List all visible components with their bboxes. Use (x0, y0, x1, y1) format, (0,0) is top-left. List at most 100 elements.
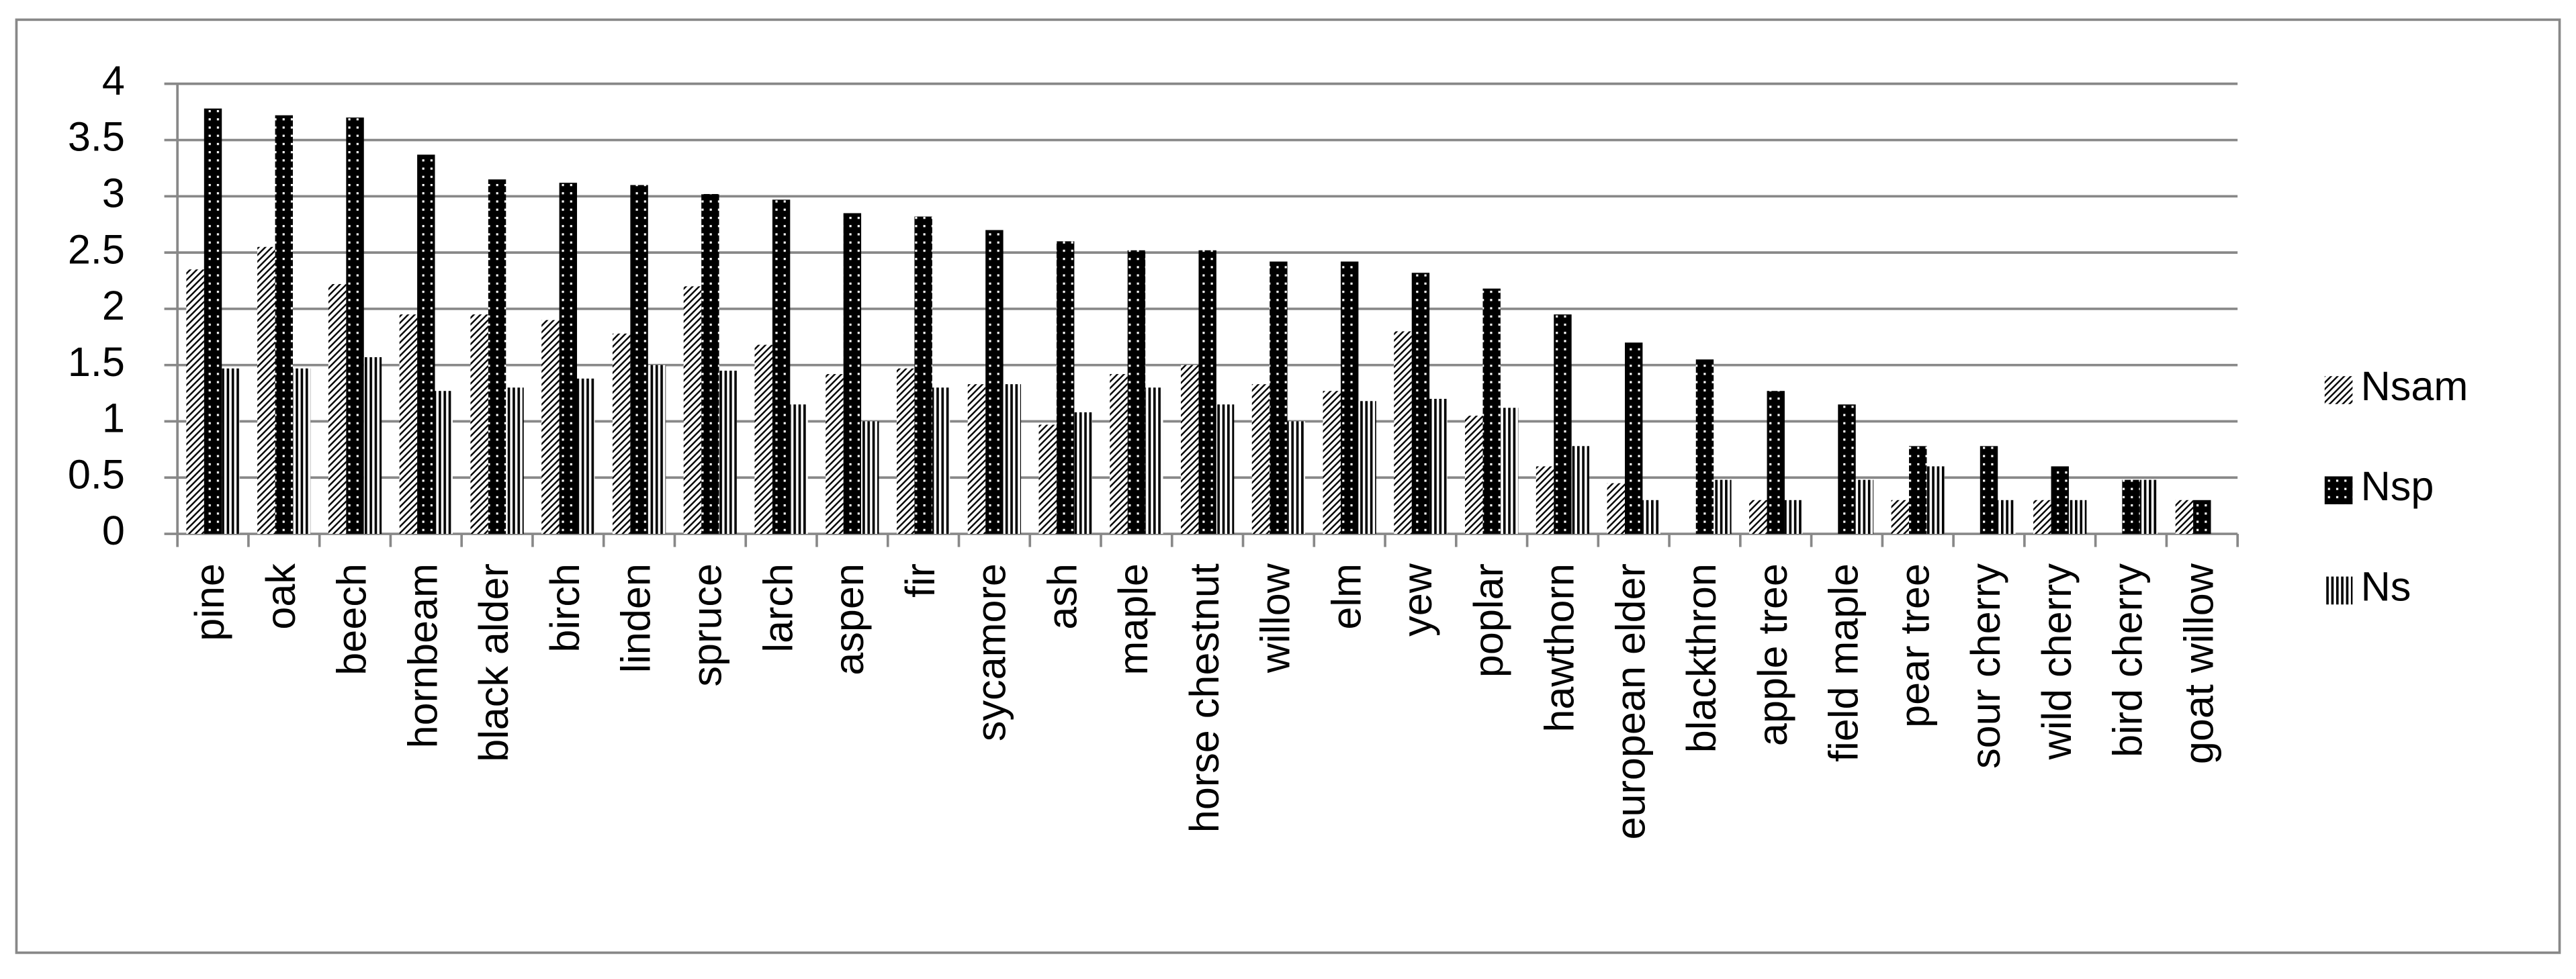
x-tick-label: maple (1110, 563, 1156, 675)
legend-label: Nsam (2361, 363, 2469, 409)
bar (275, 115, 293, 534)
x-tick-label: horse chestnut (1182, 563, 1227, 833)
bar (1714, 479, 1732, 534)
bar (1465, 416, 1483, 534)
x-tick-label: black alder (471, 563, 517, 762)
bar (222, 368, 240, 534)
bar (1181, 365, 1199, 534)
bar (1625, 342, 1643, 534)
bar (1855, 479, 1874, 534)
bar (630, 185, 648, 534)
bar (2175, 500, 2194, 534)
bar (470, 314, 488, 534)
x-tick-label: poplar (1466, 563, 1511, 678)
bar (541, 320, 560, 534)
legend-swatch (2324, 376, 2353, 404)
bar (1642, 500, 1660, 534)
bar (577, 378, 595, 534)
bar (1411, 273, 1430, 534)
x-tick-label: spruce (684, 563, 730, 687)
y-tick-label: 0 (102, 508, 125, 553)
bar (967, 384, 986, 534)
x-tick-label: larch (755, 563, 801, 653)
bar (1571, 446, 1590, 534)
bar (1482, 288, 1501, 534)
bar (985, 230, 1004, 534)
x-tick-label: willow (1253, 563, 1298, 673)
bar (1607, 483, 1626, 534)
x-tick-label: aspen (826, 563, 872, 675)
bar (2193, 500, 2211, 534)
bar (1358, 401, 1376, 534)
legend-swatch (2324, 476, 2353, 505)
bar (292, 368, 311, 534)
bar (1251, 384, 1270, 534)
bar (754, 344, 772, 534)
y-tick-label: 3.5 (68, 114, 125, 160)
x-tick-label: hornbeam (400, 563, 445, 748)
x-tick-label: beech (329, 563, 375, 675)
x-tick-label: field maple (1821, 563, 1867, 762)
bar (1749, 500, 1767, 534)
x-tick-label: hawthorn (1537, 563, 1583, 733)
bar (612, 333, 631, 534)
bar (1110, 374, 1128, 534)
bar (1980, 446, 1998, 534)
bar (701, 193, 719, 534)
bar (346, 118, 364, 534)
bar (1145, 387, 1163, 534)
bar (861, 421, 879, 534)
bar (559, 183, 578, 534)
x-tick-label: elm (1323, 563, 1369, 630)
bar (1287, 421, 1306, 534)
bar (1838, 404, 1856, 534)
x-tick-label: blackthron (1679, 563, 1724, 753)
bar (1074, 412, 1092, 534)
x-tick-label: oak (258, 563, 304, 630)
bar (843, 213, 862, 534)
legend-label: Nsp (2361, 463, 2434, 509)
bar (1270, 261, 1288, 534)
legend-label: Ns (2361, 563, 2411, 609)
x-tick-label: linden (613, 563, 659, 673)
bar (363, 357, 382, 534)
y-tick-label: 4 (102, 58, 125, 103)
bar (719, 371, 737, 534)
y-tick-label: 0.5 (68, 451, 125, 497)
bar (1554, 314, 1572, 534)
y-tick-label: 1.5 (68, 339, 125, 385)
bar (772, 199, 791, 534)
bar (914, 216, 932, 534)
x-tick-label: wild cherry (2034, 563, 2080, 761)
x-tick-label: sour cherry (1963, 563, 2008, 769)
bar (1500, 408, 1519, 534)
bar (1056, 241, 1075, 534)
bar (2051, 466, 2069, 534)
x-tick-label: european elder (1607, 563, 1653, 839)
bar (2033, 500, 2051, 534)
bar (896, 368, 915, 534)
bar (1340, 261, 1359, 534)
x-tick-label: sycamore (969, 563, 1014, 741)
bar (1394, 331, 1412, 534)
bar (204, 108, 222, 534)
bar (2139, 479, 2158, 534)
bar (648, 365, 666, 534)
x-tick-label: ash (1039, 563, 1085, 630)
bar (186, 269, 204, 534)
x-tick-label: goat willow (2176, 563, 2221, 764)
bar (683, 286, 702, 534)
bar (2068, 500, 2087, 534)
bar (932, 387, 950, 534)
bar (1216, 404, 1235, 534)
legend-swatch (2324, 576, 2353, 605)
bar (435, 391, 453, 534)
bar (826, 374, 844, 534)
bar (399, 314, 418, 534)
bar (1536, 466, 1554, 534)
bar (328, 284, 347, 534)
x-tick-label: birch (542, 563, 588, 653)
bar (790, 404, 808, 534)
bar (488, 179, 506, 534)
